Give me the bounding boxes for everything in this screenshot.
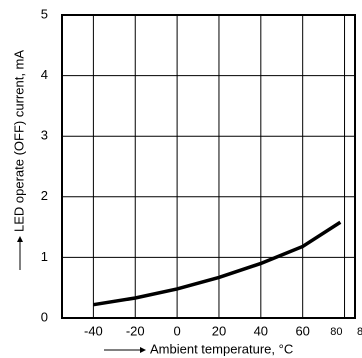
y-tick-label: 3 xyxy=(41,128,48,143)
x-tick-label: 85 xyxy=(357,326,362,338)
x-label-arrowhead xyxy=(140,347,146,353)
plot-frame xyxy=(61,14,356,319)
y-label-arrowhead xyxy=(17,236,23,242)
y-tick-label: 5 xyxy=(41,6,48,21)
y-tick-label: 0 xyxy=(41,309,48,324)
data-line xyxy=(93,220,342,307)
x-tick-label: 20 xyxy=(212,323,226,338)
y-tick-label: 2 xyxy=(41,188,48,203)
x-axis-label: Ambient temperature, °C xyxy=(150,341,293,356)
x-tick-label: 80 xyxy=(330,326,342,338)
x-tick-label: 0 xyxy=(173,323,180,338)
y-label-group: LED operate (OFF) current, mA xyxy=(11,50,26,270)
x-tick-label: 40 xyxy=(254,323,268,338)
x-tick-label: -20 xyxy=(126,323,145,338)
x-tick-label: -40 xyxy=(84,323,103,338)
y-tick-label: 4 xyxy=(41,67,48,82)
y-tick-label: 1 xyxy=(41,249,48,264)
y-axis-label: LED operate (OFF) current, mA xyxy=(11,50,26,232)
x-tick-label: 60 xyxy=(295,323,309,338)
